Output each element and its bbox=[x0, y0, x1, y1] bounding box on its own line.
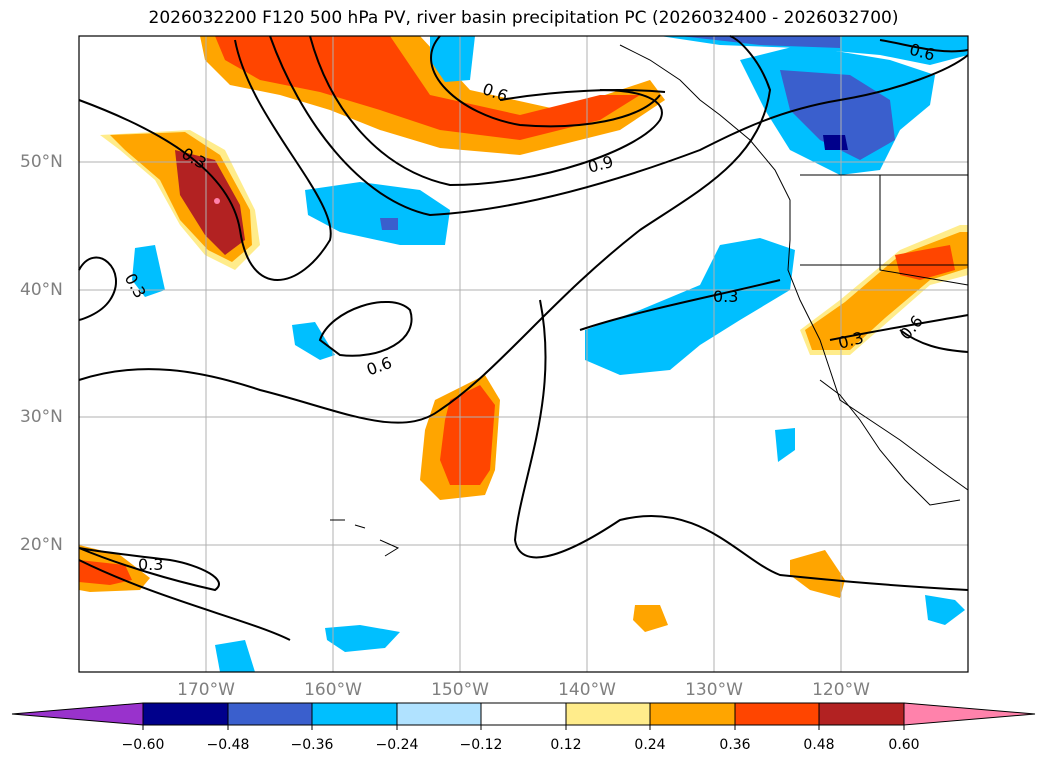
colorbar-cell bbox=[818, 702, 905, 726]
colorbar-tick-label: −0.12 bbox=[459, 737, 503, 753]
colorbar-tick-label: −0.36 bbox=[290, 737, 334, 753]
contour-label: 0.9 bbox=[586, 152, 616, 177]
colorbar-tick-label: 0.12 bbox=[550, 737, 582, 753]
colorbar-extend-high bbox=[903, 702, 1036, 726]
colorbar-cell bbox=[396, 702, 482, 726]
colorbar-extend-low bbox=[11, 702, 144, 726]
precip-fill bbox=[79, 36, 968, 672]
colorbar-tick-label: −0.60 bbox=[121, 737, 165, 753]
coastlines bbox=[330, 44, 969, 557]
lon-label: 150°W bbox=[431, 680, 489, 700]
colorbar-cell bbox=[565, 702, 651, 726]
colorbar-cell bbox=[734, 702, 820, 726]
colorbar bbox=[11, 702, 1036, 730]
contour-label: 0.3 bbox=[713, 287, 738, 306]
lat-label: 50°N bbox=[20, 152, 63, 172]
colorbar-tick-label: 0.48 bbox=[803, 737, 835, 753]
lon-label: 130°W bbox=[685, 680, 743, 700]
colorbar-cell bbox=[227, 702, 313, 726]
colorbar-cell bbox=[649, 702, 736, 726]
plot-frame bbox=[78, 35, 969, 673]
colorbar-cell bbox=[480, 702, 567, 726]
colorbar-tick-label: −0.48 bbox=[206, 737, 250, 753]
gridlines bbox=[79, 36, 968, 672]
pv-contours bbox=[78, 35, 969, 641]
chart-title: 2026032200 F120 500 hPa PV, river basin … bbox=[148, 8, 899, 28]
colorbar-cell bbox=[142, 702, 229, 726]
lat-label: 30°N bbox=[20, 407, 63, 427]
colorbar-tick-label: −0.24 bbox=[375, 737, 419, 753]
colorbar-cell bbox=[311, 702, 398, 726]
lon-label: 140°W bbox=[558, 680, 616, 700]
contour-label: 0.6 bbox=[896, 312, 927, 344]
colorbar-tick-label: 0.24 bbox=[634, 737, 666, 753]
lat-label: 20°N bbox=[20, 535, 63, 555]
lon-label: 160°W bbox=[304, 680, 362, 700]
contour-label: 0.6 bbox=[364, 353, 394, 380]
contour-label: 0.3 bbox=[138, 555, 163, 574]
colorbar-tick-label: 0.60 bbox=[888, 737, 920, 753]
colorbar-tick-label: 0.36 bbox=[719, 737, 751, 753]
lon-label: 120°W bbox=[812, 680, 870, 700]
lon-label: 170°W bbox=[177, 680, 235, 700]
lat-label: 40°N bbox=[20, 280, 63, 300]
